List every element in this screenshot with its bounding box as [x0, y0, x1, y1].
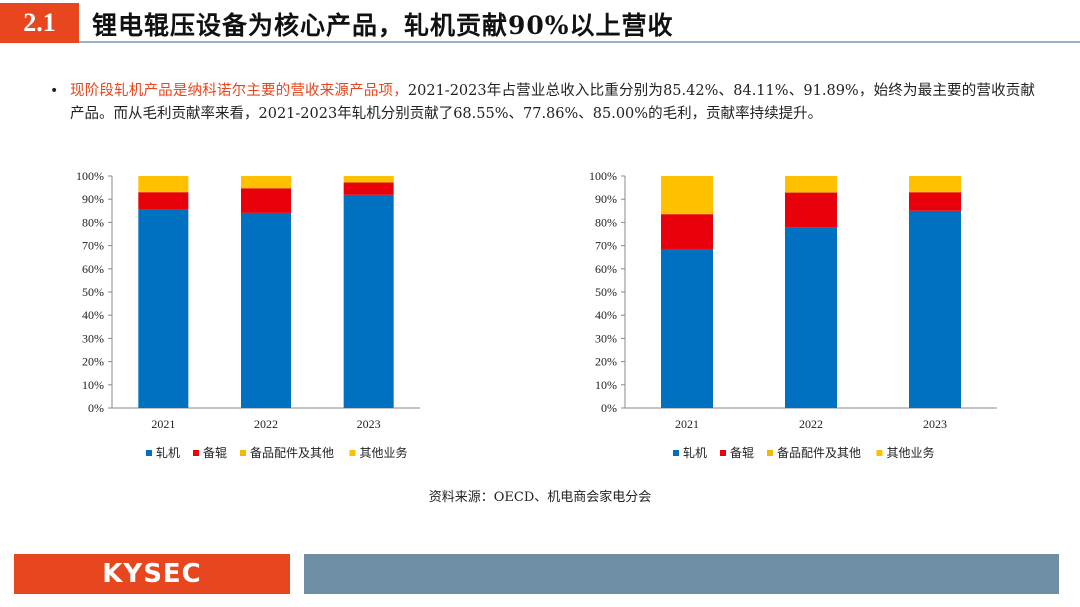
bar-segment — [343, 181, 394, 183]
legend-label: 其他业务 — [360, 445, 408, 460]
page-title: 锂电辊压设备为核心产品，轧机贡献90%以上营收 — [92, 11, 674, 40]
x-tick-label: 2023 — [357, 417, 381, 431]
y-tick-label: 30% — [82, 331, 104, 345]
legend-label: 其他业务 — [887, 445, 935, 460]
bar-segment — [909, 210, 961, 408]
y-tick-label: 80% — [595, 215, 617, 229]
legend-swatch — [720, 450, 726, 456]
bar-segment — [241, 187, 291, 189]
bar-segment — [241, 188, 291, 213]
legend-swatch — [673, 450, 679, 456]
bar-segment — [241, 176, 291, 188]
y-tick-label: 30% — [595, 331, 617, 345]
y-tick-label: 90% — [82, 192, 104, 206]
bar-segment — [785, 192, 837, 228]
bullet-text: 现阶段轧机产品是纳科诺尔主要的营收来源产品项，2021-2023年占营业总收入比… — [70, 80, 1035, 126]
source-note: 资料来源：OECD、机电商会家电分会 — [428, 490, 652, 505]
section-number: 2.1 — [0, 3, 79, 43]
bar-segment — [785, 227, 837, 408]
y-tick-label: 50% — [82, 285, 104, 299]
y-tick-label: 40% — [595, 308, 617, 322]
y-tick-label: 10% — [595, 378, 617, 392]
x-tick-label: 2022 — [254, 417, 278, 431]
y-tick-label: 60% — [595, 262, 617, 276]
revenue-share-chart: 0% 10% 20% 30% 40% 50% 60% 70% 80% 90% 100% 2021 202… — [76, 169, 420, 460]
legend-label: 备品配件及其他 — [777, 446, 861, 460]
x-tick-label: 2023 — [923, 417, 947, 431]
bullet-paragraph: • 现阶段轧机产品是纳科诺尔主要的营收来源产品项，2021-2023年占营业总收… — [50, 80, 1035, 126]
legend-label: 轧机 — [683, 446, 707, 460]
y-tick-label: 100% — [76, 169, 104, 183]
legend-label: 备辊 — [730, 446, 754, 460]
x-tick-label: 2021 — [675, 417, 699, 431]
bar-segment — [343, 182, 394, 195]
brand-logo-text: KYSEC — [102, 559, 202, 589]
legend-swatch — [767, 450, 773, 456]
bar-segment — [785, 176, 837, 193]
legend-swatch — [876, 450, 883, 456]
legend-label: 轧机 — [156, 446, 180, 460]
gross-profit-share-chart: 0% 10% 20% 30% 40% 50% 60% 70% 80% 90% 100% 2021 202… — [589, 169, 997, 460]
y-tick-label: 80% — [82, 215, 104, 229]
title-divider — [79, 41, 1080, 43]
y-tick-label: 50% — [595, 285, 617, 299]
y-tick-label: 20% — [595, 355, 617, 369]
slide-header: 2.1 锂电辊压设备为核心产品，轧机贡献90%以上营收 — [0, 0, 1080, 44]
legend-swatch — [240, 450, 246, 456]
y-tick-label: 10% — [82, 378, 104, 392]
legend-swatch — [349, 450, 356, 456]
bar-segment — [909, 192, 961, 211]
bullet-highlight: 现阶段轧机产品是纳科诺尔主要的营收来源产品项， — [70, 83, 408, 99]
y-tick-label: 20% — [82, 355, 104, 369]
x-tick-label: 2021 — [151, 417, 175, 431]
bullet-body: 2021-2023年占营业总收入比重分别为85.42%、84.11%、91.89… — [70, 83, 1035, 122]
legend-label: 备辊 — [203, 446, 227, 460]
footer-bar — [304, 554, 1059, 594]
y-tick-label: 60% — [82, 262, 104, 276]
bar-segment — [138, 192, 189, 210]
bar-segment — [241, 212, 291, 408]
y-tick-label: 70% — [82, 239, 104, 253]
legend-label: 备品配件及其他 — [250, 446, 334, 460]
bar-segment — [343, 194, 394, 408]
bar-segment — [661, 176, 713, 214]
bullet-icon: • — [50, 83, 59, 99]
legend-swatch — [146, 450, 152, 456]
x-tick-label: 2022 — [799, 417, 823, 431]
y-tick-label: 70% — [595, 239, 617, 253]
y-tick-label: 90% — [595, 192, 617, 206]
bar-segment — [661, 214, 713, 249]
bar-segment — [138, 176, 189, 192]
bar-segment — [909, 176, 961, 192]
y-tick-label: 0% — [601, 401, 617, 415]
y-tick-label: 100% — [589, 169, 617, 183]
legend-swatch — [193, 450, 199, 456]
bar-segment — [661, 248, 713, 408]
brand-logo: KYSEC — [14, 554, 290, 594]
bar-segment — [138, 209, 189, 408]
y-tick-label: 0% — [88, 401, 104, 415]
bar-segment — [343, 176, 394, 182]
y-tick-label: 40% — [82, 308, 104, 322]
